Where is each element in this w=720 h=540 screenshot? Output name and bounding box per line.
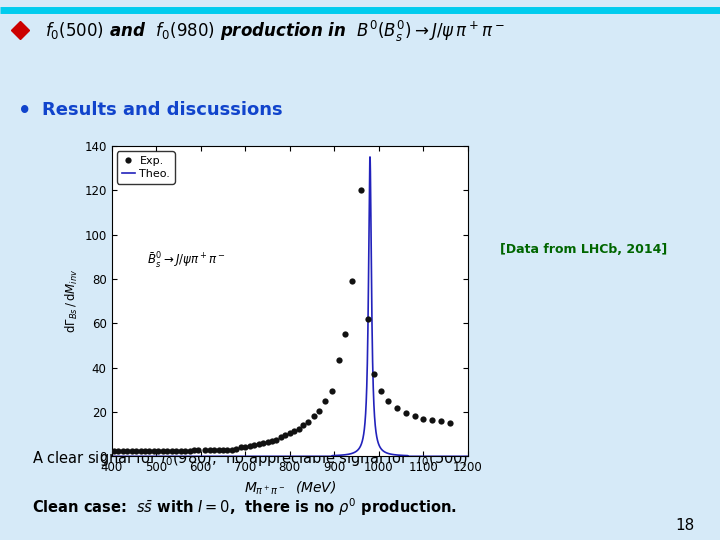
Text: Results and discussions: Results and discussions xyxy=(42,101,282,119)
Theo. xyxy=(366,154,374,160)
Line: Theo.: Theo. xyxy=(112,157,468,456)
Theo. xyxy=(400,453,409,459)
Exp. xyxy=(109,448,118,454)
Theo. xyxy=(243,453,252,460)
Exp. xyxy=(185,448,194,454)
Theo. xyxy=(321,453,330,460)
Line: Exp.: Exp. xyxy=(111,187,454,454)
Theo. xyxy=(373,437,382,444)
Text: 18: 18 xyxy=(675,518,695,533)
Text: [Data from LHCb, 2014]: [Data from LHCb, 2014] xyxy=(500,243,667,256)
Exp. xyxy=(241,444,250,451)
Legend: Exp., Theo.: Exp., Theo. xyxy=(117,151,175,184)
Text: •: • xyxy=(18,101,32,121)
Text: Clean case:  $s\bar{s}$ with $I=0$,  there is no $\rho^0$ production.: Clean case: $s\bar{s}$ with $I=0$, there… xyxy=(32,496,457,517)
Text: $f_0(500)$ and  $f_0(980)$ production in  $B^0(B_s^0)\to J/\psi\,\pi^+\pi^-$: $f_0(500)$ and $f_0(980)$ production in … xyxy=(45,19,505,44)
Exp. xyxy=(250,442,258,448)
Theo. xyxy=(107,453,116,460)
Y-axis label: $\mathrm{d}\Gamma_{Bs}\,/\,\mathrm{d}M_{inv}$: $\mathrm{d}\Gamma_{Bs}\,/\,\mathrm{d}M_{… xyxy=(64,269,80,333)
Exp. xyxy=(303,418,312,425)
Exp. xyxy=(357,187,366,193)
Text: A clear signal for $f_0(980)$,  no appreciable signal for  $f_0(500)$: A clear signal for $f_0(980)$, no apprec… xyxy=(32,449,469,468)
Text: $\bar{B}_s^0 \to J/\psi\pi^+\pi^-$: $\bar{B}_s^0 \to J/\psi\pi^+\pi^-$ xyxy=(148,250,226,270)
Theo. xyxy=(172,453,181,460)
Exp. xyxy=(446,420,454,426)
Theo. xyxy=(464,453,472,460)
X-axis label: $M_{\pi^+\pi^-}$  (MeV): $M_{\pi^+\pi^-}$ (MeV) xyxy=(243,480,336,497)
Exp. xyxy=(437,417,446,424)
Theo. xyxy=(339,452,348,458)
Exp. xyxy=(194,447,203,453)
